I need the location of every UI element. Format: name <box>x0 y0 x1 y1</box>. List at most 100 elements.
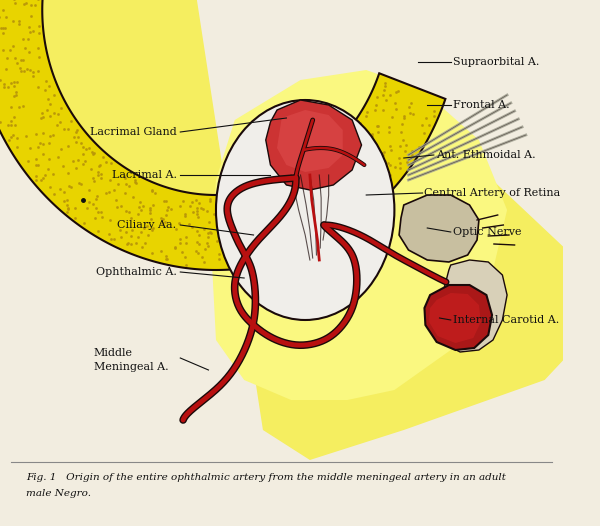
Point <box>347 173 357 181</box>
Point <box>215 255 224 264</box>
Point <box>256 228 265 237</box>
Point <box>84 186 94 194</box>
Point <box>40 171 49 179</box>
Point <box>200 245 209 254</box>
Point <box>370 106 380 114</box>
Point <box>133 209 143 218</box>
Point <box>10 82 19 90</box>
Point <box>193 213 202 221</box>
Point <box>34 22 44 31</box>
Point <box>33 44 43 52</box>
Point <box>42 105 52 114</box>
Polygon shape <box>266 100 362 190</box>
Point <box>305 222 315 231</box>
Point <box>362 170 371 179</box>
Point <box>241 199 250 207</box>
Point <box>194 230 204 239</box>
Point <box>315 192 325 200</box>
Point <box>84 198 94 207</box>
Point <box>370 174 380 183</box>
Point <box>44 139 53 147</box>
Point <box>395 159 404 167</box>
Point <box>220 225 230 234</box>
Point <box>66 117 76 125</box>
Point <box>249 202 259 210</box>
Point <box>146 215 156 223</box>
Point <box>115 225 125 234</box>
Point <box>407 150 416 159</box>
Point <box>160 218 170 226</box>
Point <box>62 196 72 204</box>
Point <box>25 65 35 74</box>
Point <box>265 200 274 208</box>
Point <box>166 205 176 214</box>
Point <box>240 221 250 229</box>
Point <box>224 228 233 236</box>
Text: Meningeal A.: Meningeal A. <box>94 362 169 372</box>
Point <box>12 77 22 86</box>
Point <box>373 167 383 176</box>
Point <box>203 242 213 250</box>
Point <box>245 199 254 208</box>
Point <box>0 24 6 32</box>
Point <box>294 184 304 192</box>
Point <box>356 137 365 145</box>
Point <box>273 251 283 260</box>
Point <box>358 158 367 167</box>
Point <box>77 180 86 189</box>
Text: Frontal A.: Frontal A. <box>452 100 509 110</box>
Point <box>49 130 58 139</box>
Point <box>88 200 98 208</box>
Point <box>44 165 53 174</box>
Point <box>397 119 406 128</box>
Point <box>31 176 41 184</box>
Point <box>362 150 371 159</box>
Point <box>121 189 130 197</box>
Point <box>388 113 397 122</box>
Point <box>126 232 136 241</box>
Point <box>290 242 300 251</box>
Point <box>53 153 62 161</box>
Point <box>350 132 360 140</box>
Point <box>352 209 361 218</box>
Point <box>94 161 104 170</box>
Point <box>44 82 54 90</box>
Point <box>34 29 43 37</box>
Point <box>326 180 336 188</box>
Point <box>329 177 339 185</box>
Point <box>178 248 187 257</box>
Point <box>0 29 8 37</box>
Point <box>71 164 80 172</box>
Point <box>162 255 172 263</box>
Point <box>192 210 202 218</box>
Point <box>137 243 147 251</box>
Point <box>9 113 19 122</box>
Point <box>58 161 68 170</box>
Point <box>89 149 99 157</box>
Point <box>37 114 46 122</box>
Point <box>349 196 358 204</box>
Point <box>150 188 160 197</box>
Point <box>326 158 335 167</box>
Point <box>334 180 344 189</box>
Point <box>71 214 80 222</box>
Point <box>223 226 233 234</box>
Point <box>148 224 158 232</box>
Point <box>331 175 341 183</box>
Point <box>26 144 35 152</box>
Point <box>241 232 251 240</box>
Point <box>334 206 344 214</box>
Point <box>254 195 264 203</box>
Point <box>34 0 43 3</box>
Point <box>89 177 99 185</box>
Point <box>126 240 136 248</box>
Point <box>385 171 395 179</box>
Text: male Negro.: male Negro. <box>26 489 91 498</box>
Point <box>358 126 367 134</box>
Point <box>289 229 298 237</box>
Point <box>122 240 131 248</box>
Point <box>0 83 8 91</box>
Point <box>338 150 348 158</box>
Point <box>188 222 197 231</box>
Point <box>157 247 166 255</box>
